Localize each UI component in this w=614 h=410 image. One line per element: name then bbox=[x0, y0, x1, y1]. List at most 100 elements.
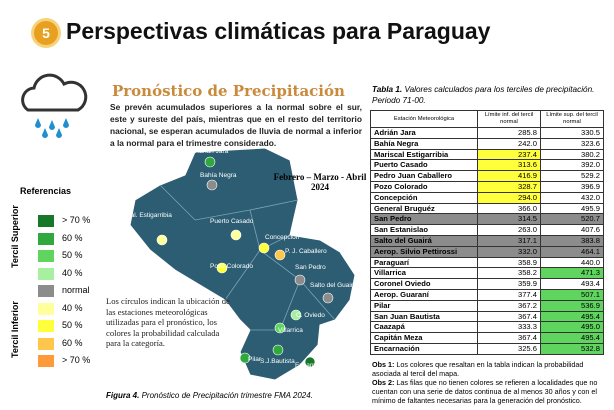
table-cell: Capitán Meza bbox=[370, 332, 478, 344]
legend-label: 50 % bbox=[62, 320, 83, 330]
station-label: P. J. Caballero bbox=[285, 248, 327, 255]
forecast-text: Se prevén acumulados superiores a la nor… bbox=[110, 102, 362, 148]
station-marker bbox=[274, 322, 286, 334]
table-row: Aerop. Guaraní 377.4 507.1 bbox=[370, 288, 604, 301]
table-row: Villarrica 358.2 471.3 bbox=[370, 267, 604, 280]
table-cell: Villarrica bbox=[370, 267, 478, 280]
legend-swatch bbox=[38, 267, 54, 280]
table-cell: 520.7 bbox=[540, 213, 604, 226]
table-cell: 507.1 bbox=[540, 288, 604, 301]
table-cell: 416.9 bbox=[477, 170, 541, 182]
station-marker bbox=[230, 229, 242, 241]
table-cell: 392.0 bbox=[540, 159, 604, 172]
station-marker bbox=[290, 309, 302, 321]
legend-label: normal bbox=[62, 285, 90, 295]
table-cell: 493.4 bbox=[540, 278, 604, 290]
table-cell: General Bruguéz bbox=[370, 202, 478, 215]
table-cell: 314.5 bbox=[477, 213, 541, 226]
legend-swatch bbox=[38, 285, 54, 297]
page-title: Perspectivas climáticas para Paraguay bbox=[66, 18, 491, 44]
table-row: Bahía Negra 242.0 323.6 bbox=[370, 137, 604, 150]
table-cell: Concepción bbox=[370, 191, 478, 204]
table-cell: 432.0 bbox=[540, 191, 604, 204]
table-cell: 440.0 bbox=[540, 256, 604, 269]
column-header: Límite sup. del tercil normal bbox=[540, 110, 604, 128]
table-cell: 325.6 bbox=[477, 342, 541, 355]
station-label: Pilar bbox=[248, 356, 262, 363]
table-caption: Tabla 1. Valores calculados para los ter… bbox=[372, 84, 612, 106]
station-marker bbox=[156, 234, 168, 246]
legend-swatch bbox=[38, 232, 54, 245]
legend-swatch bbox=[38, 215, 54, 227]
table-cell: 242.0 bbox=[477, 137, 541, 150]
legend-label: 50 % bbox=[62, 250, 83, 260]
table-cell: 332.0 bbox=[477, 245, 541, 258]
column-header: Estación Meteorológica bbox=[370, 110, 478, 128]
legend-label: > 70 % bbox=[62, 215, 91, 225]
note-text: Las filas que no tienen colores se refie… bbox=[372, 378, 598, 405]
table-cell: 495.4 bbox=[540, 310, 604, 323]
legend-item: 60 % bbox=[38, 232, 108, 246]
table-cell: 495.4 bbox=[540, 332, 604, 344]
rain-icon bbox=[21, 73, 88, 138]
table-row: Salto del Guairá 317.1 383.8 bbox=[370, 234, 604, 247]
forecast-period: Febrero – Marzo - Abril 2024 bbox=[273, 172, 367, 192]
table-cell: San Estanislao bbox=[370, 224, 478, 236]
table-cell: 464.1 bbox=[540, 245, 604, 258]
table-cell: 294.0 bbox=[477, 191, 541, 204]
station-marker bbox=[206, 179, 218, 191]
table-cell: Coronel Oviedo bbox=[370, 278, 478, 290]
section-badge: 5 bbox=[34, 21, 58, 45]
map-note: Los círculos indican la ubicación de las… bbox=[106, 296, 230, 348]
table-cell: 471.3 bbox=[540, 267, 604, 280]
table-cell: Paraguarí bbox=[370, 256, 478, 269]
legend-label: 60 % bbox=[62, 337, 83, 348]
caption-text: Valores calculados para los terciles de … bbox=[372, 85, 595, 105]
note-label: Obs 2: bbox=[372, 378, 395, 387]
legend-swatch bbox=[38, 355, 54, 367]
table-cell: 333.3 bbox=[477, 321, 541, 334]
legend-item: > 70 % bbox=[38, 354, 108, 368]
station-label: Mcal. Estigarribia bbox=[122, 212, 172, 219]
legend-swatch bbox=[38, 320, 54, 332]
table-row: San Juan Bautista 367.4 495.4 bbox=[370, 310, 604, 323]
table-cell: 367.2 bbox=[477, 299, 541, 312]
table-cell: 367.4 bbox=[477, 310, 541, 323]
table-row: Mariscal Estigarribia 237.4 380.2 bbox=[370, 148, 604, 161]
table-cell: 317.1 bbox=[477, 234, 541, 247]
table-row: General Bruguéz 366.0 495.9 bbox=[370, 202, 604, 215]
table-cell: San Juan Bautista bbox=[370, 310, 478, 323]
station-marker bbox=[274, 249, 286, 261]
station-label: Pozo Colorado bbox=[210, 263, 253, 270]
station-label: Bahía Negra bbox=[200, 172, 237, 179]
legend-label: > 70 % bbox=[62, 355, 91, 365]
table-cell: 495.0 bbox=[540, 321, 604, 334]
station-label: Concepción bbox=[265, 234, 300, 241]
legend-title: Referencias bbox=[20, 186, 72, 196]
table-cell: 536.9 bbox=[540, 299, 604, 312]
forecast-title: Pronóstico de Precipitación bbox=[112, 82, 345, 100]
note: Obs 1: Los colores que resaltan en la ta… bbox=[372, 360, 610, 378]
table-cell: San Pedro bbox=[370, 213, 478, 226]
table-row: Caazapá 333.3 495.0 bbox=[370, 321, 604, 334]
table-cell: 383.8 bbox=[540, 234, 604, 247]
table-row: San Estanislao 263.0 407.6 bbox=[370, 224, 604, 236]
table-row: San Pedro 314.5 520.7 bbox=[370, 213, 604, 226]
table-row: Pilar 367.2 536.9 bbox=[370, 299, 604, 312]
table-cell: Pedro Juan Caballero bbox=[370, 170, 478, 182]
note-label: Obs 1: bbox=[372, 360, 395, 369]
table-cell: 330.5 bbox=[540, 127, 604, 139]
table-row: Adrián Jara 285.8 330.5 bbox=[370, 127, 604, 139]
map: Adrián Jara Bahía Negra Mcal. Estigarribia… bbox=[122, 147, 357, 381]
legend-label: 40 % bbox=[62, 267, 83, 278]
table-row: Pozo Colorado 328.7 396.9 bbox=[370, 180, 604, 193]
station-label: S.J.Bautista bbox=[260, 358, 295, 365]
station-marker bbox=[258, 242, 270, 254]
station-marker bbox=[272, 344, 284, 356]
table-cell: 366.0 bbox=[477, 202, 541, 215]
table-cell: Pilar bbox=[370, 299, 478, 312]
table-cell: 407.6 bbox=[540, 224, 604, 236]
table-cell: Aerop. Silvio Pettirossi bbox=[370, 245, 478, 258]
station-marker bbox=[239, 352, 251, 364]
